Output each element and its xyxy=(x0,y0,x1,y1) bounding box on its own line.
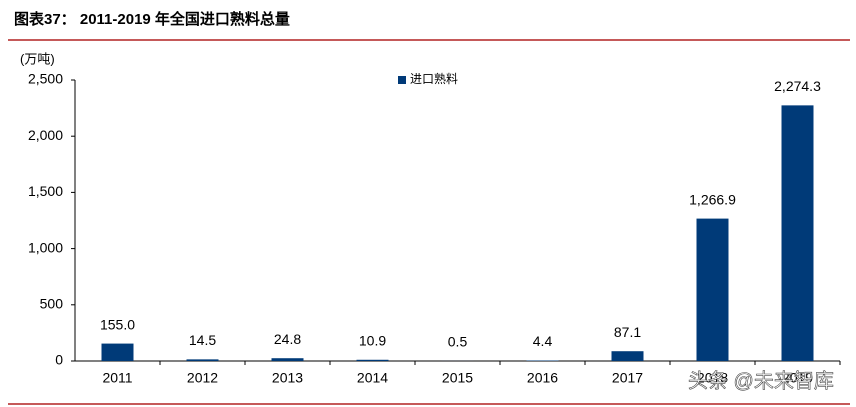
y-tick-label: 1,500 xyxy=(28,183,63,199)
x-tick-label: 2018 xyxy=(697,370,728,386)
y-tick-label: 500 xyxy=(40,296,64,312)
bar xyxy=(271,358,304,361)
watermark: 头条 @未来智库 xyxy=(688,369,834,392)
y-tick-label: 0 xyxy=(55,352,63,368)
x-tick-label: 2017 xyxy=(612,370,643,386)
y-tick-label: 2,000 xyxy=(28,127,63,143)
bar xyxy=(611,351,644,361)
bar xyxy=(101,343,134,361)
y-tick-label: 1,000 xyxy=(28,239,63,255)
y-unit: (万吨) xyxy=(20,51,55,66)
x-tick-label: 2011 xyxy=(102,370,132,386)
data-label: 0.5 xyxy=(448,334,468,350)
data-label: 87.1 xyxy=(614,324,641,340)
x-tick-label: 2015 xyxy=(442,370,473,386)
bar xyxy=(186,359,219,361)
bar xyxy=(356,359,389,361)
bar xyxy=(781,105,814,361)
x-tick-label: 2019 xyxy=(782,370,813,386)
x-tick-label: 2012 xyxy=(187,370,218,386)
data-label: 4.4 xyxy=(533,333,553,349)
x-tick-label: 2013 xyxy=(272,370,303,386)
legend-swatch xyxy=(398,76,406,84)
data-label: 2,274.3 xyxy=(774,78,821,94)
bar xyxy=(696,218,729,361)
x-tick-label: 2014 xyxy=(357,370,388,386)
y-tick-label: 2,500 xyxy=(28,71,63,87)
chart-title: 图表37： 2011-2019 年全国进口熟料总量 xyxy=(14,10,290,28)
legend-label: 进口熟料 xyxy=(410,71,458,86)
data-label: 155.0 xyxy=(100,316,135,332)
data-label: 1,266.9 xyxy=(689,191,736,207)
x-tick-label: 2016 xyxy=(527,370,558,386)
data-label: 14.5 xyxy=(189,332,216,348)
data-label: 10.9 xyxy=(359,332,386,348)
data-label: 24.8 xyxy=(274,331,301,347)
